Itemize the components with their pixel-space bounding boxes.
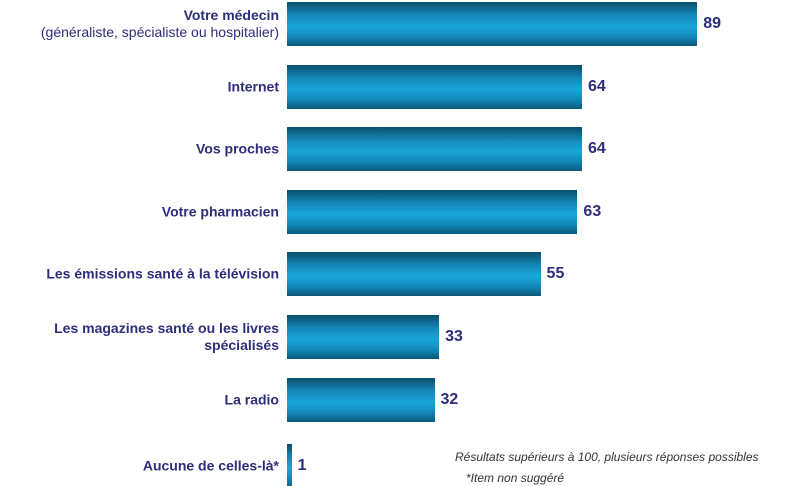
category-name: Aucune de celles-là* [142,457,279,474]
category-name: Vos proches [196,140,279,157]
category-name: Internet [227,78,279,95]
annotation: Résultats supérieurs à 100, plusieurs ré… [455,450,759,464]
category-name: La radio [224,391,279,408]
bar [287,64,583,109]
category-label: Internet [0,78,279,95]
annotation: *Item non suggéré [466,471,565,485]
bar [287,189,578,234]
category-label: Votre médecin (généraliste, spécialiste o… [0,7,279,41]
category-note: (généraliste, spécialiste ou hospitalier… [40,24,279,40]
bar [287,2,698,46]
bar [287,444,292,486]
value-label: 1 [297,457,307,475]
value-label: 89 [703,15,722,32]
category-name: Votre médecin [183,7,279,23]
category-name: Les émissions santé à la télévision [46,265,279,282]
category-name: Votre pharmacien [161,203,279,220]
value-label: 64 [588,140,606,158]
category-label: Les émissions santé à la télévision [0,266,279,283]
value-label: 32 [440,390,459,408]
bar [287,315,440,359]
category-name: Les magazines santé ou les livres spécia… [54,320,279,353]
value-label: 64 [588,77,606,95]
category-label: Votre pharmacien [0,203,279,220]
value-label: 33 [445,328,463,345]
category-label: Les magazines santé ou les livres spécia… [0,320,279,354]
value-label: 55 [546,265,565,283]
category-label: Vos proches [0,141,279,158]
value-label: 63 [583,202,602,220]
bar [287,127,583,172]
category-label: La radio [0,391,279,408]
bar [287,252,541,297]
bar [287,377,435,422]
category-label: Aucune de celles-là* [0,458,279,475]
